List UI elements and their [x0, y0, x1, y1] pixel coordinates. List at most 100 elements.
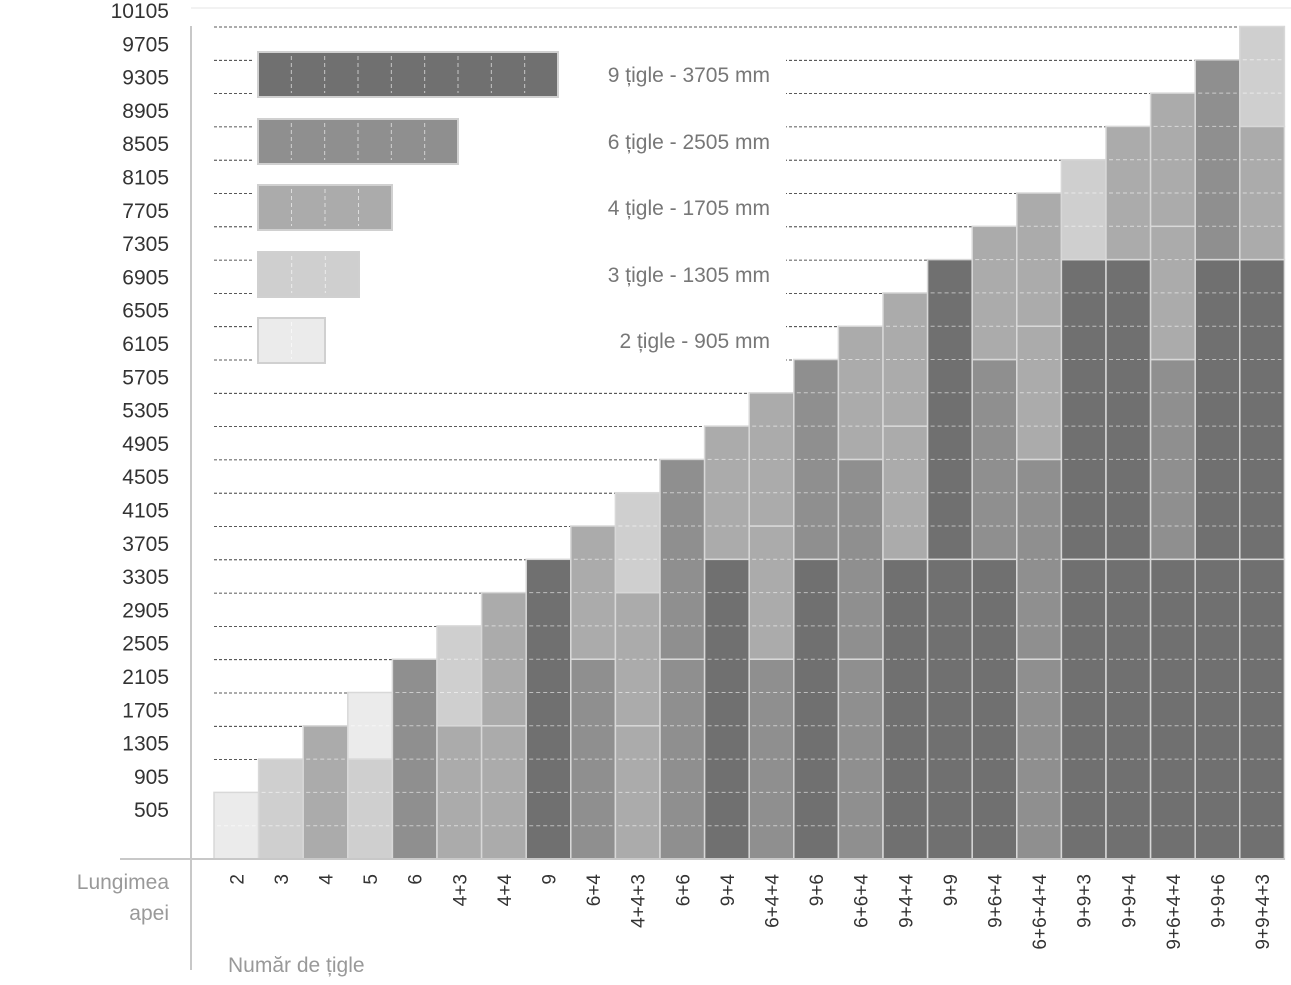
- legend-label: 4 țigle - 1705 mm: [608, 197, 770, 220]
- bar-segment: [926, 258, 973, 561]
- bar-stack: [614, 491, 661, 860]
- y-tick-label: 7705: [122, 200, 169, 223]
- bar-segment: [614, 725, 661, 860]
- x-tick-label: 3: [272, 874, 293, 885]
- y-axis-title-line1: Lungimea: [77, 871, 170, 894]
- x-tick-label: 6+6: [673, 874, 694, 906]
- bar-segment: [703, 425, 750, 561]
- x-tick-label: 6+6+4: [852, 874, 873, 928]
- x-tick-label: 6+4+4: [763, 874, 784, 928]
- bar-segment: [793, 558, 840, 860]
- bar-stack: [213, 791, 260, 860]
- bar-stack: [1149, 92, 1196, 860]
- bar-segment: [1194, 558, 1241, 860]
- bar-stack: [882, 292, 929, 860]
- x-tick-label: 9+4+4: [896, 874, 917, 928]
- legend-label: 2 țigle - 905 mm: [619, 330, 770, 353]
- x-tick-label: 9+6+4+4: [1164, 874, 1185, 950]
- legend-item: 6 țigle - 2505 mm: [252, 113, 786, 169]
- bar-stack: [436, 625, 483, 860]
- bar-stack: [1016, 192, 1063, 860]
- bar-segment: [1239, 25, 1286, 128]
- y-tick-label: 2905: [122, 599, 169, 622]
- bar-segment: [257, 758, 304, 860]
- x-tick-label: 9+9+4+3: [1253, 874, 1274, 950]
- legend-label: 6 țigle - 2505 mm: [608, 131, 770, 154]
- bar-stack: [659, 458, 706, 860]
- x-tick-label: 9+9+3: [1075, 874, 1096, 928]
- y-tick-labels: 505 905 1305 1705 2105 2505 2905 3305 3705 4105 45…: [111, 0, 169, 822]
- y-tick-label: 6105: [122, 333, 169, 356]
- legend-item: 4 țigle - 1705 mm: [252, 179, 786, 235]
- bar-stack: [793, 358, 840, 860]
- bar-segment: [837, 458, 884, 660]
- x-tick-label: 9+6: [807, 874, 828, 906]
- bar-segment: [793, 358, 840, 561]
- y-tick-label: 4105: [122, 500, 169, 523]
- bar-segment: [570, 525, 617, 660]
- y-tick-label: 9305: [122, 67, 169, 90]
- bar-segment: [1105, 258, 1152, 561]
- bar-segment: [926, 558, 973, 860]
- bar-segment: [1060, 258, 1107, 561]
- bar-stack: [837, 325, 884, 860]
- bar-segment: [1149, 225, 1196, 361]
- legend-label: 3 țigle - 1305 mm: [608, 264, 770, 287]
- x-tick-label: 4+3: [450, 874, 471, 906]
- bar-stack: [1239, 25, 1286, 860]
- x-tick-labels: 2 3 4 5 6 4+3 4+4 9 6+4 4+4+3 6+6 9+4 6+4+4 9+6 6+6+4 9…: [227, 874, 1274, 950]
- y-tick-label: 3305: [122, 566, 169, 589]
- bar-segment: [882, 558, 929, 860]
- x-axis-title: Număr de țigle: [228, 954, 365, 977]
- y-tick-label: 6905: [122, 266, 169, 289]
- bar-stack: [391, 658, 438, 860]
- bar-segment: [1060, 558, 1107, 860]
- bar-stack: [748, 392, 795, 860]
- bar-stack: [971, 225, 1018, 860]
- y-tick-label: 905: [134, 766, 169, 789]
- bar-segment: [837, 325, 884, 461]
- bar-segment: [971, 558, 1018, 860]
- bar-segment: [1239, 558, 1286, 860]
- legend-item: 2 țigle - 905 mm: [252, 312, 786, 368]
- bar-segment: [614, 491, 661, 594]
- bar-segment: [391, 658, 438, 860]
- bar-stack: [926, 258, 973, 860]
- legend: 9 țigle - 3705 mm 6 țigle - 2505 mm 4 țigl…: [252, 46, 786, 368]
- bar-segment: [1194, 258, 1241, 561]
- bar-segment: [748, 392, 795, 527]
- bar-segment: [1149, 558, 1196, 860]
- y-tick-label: 4505: [122, 466, 169, 489]
- x-tick-label: 4+4+3: [629, 874, 650, 928]
- y-tick-label: 1705: [122, 699, 169, 722]
- bar-segment: [882, 292, 929, 427]
- bar-segment: [837, 658, 884, 860]
- y-tick-label: 10105: [111, 0, 169, 23]
- x-tick-label: 4+4: [495, 874, 516, 907]
- bar-stack: [1194, 59, 1241, 860]
- y-tick-label: 8105: [122, 167, 169, 190]
- bar-segment: [436, 725, 483, 860]
- x-tick-label: 4: [317, 874, 338, 885]
- x-tick-label: 2: [227, 874, 248, 885]
- y-tick-label: 1305: [122, 733, 169, 756]
- y-tick-label: 9705: [122, 33, 169, 56]
- legend-item: 3 țigle - 1305 mm: [252, 246, 786, 302]
- x-tick-label: 5: [361, 874, 382, 885]
- legend-backdrop: [252, 312, 786, 368]
- x-tick-label: 9+6+4: [986, 874, 1007, 928]
- bar-stack: [480, 591, 527, 860]
- bar-segment: [1060, 158, 1107, 261]
- x-tick-label: 9+9+6: [1209, 874, 1230, 928]
- bar-stack: [703, 425, 750, 860]
- y-tick-label: 7305: [122, 233, 169, 256]
- bar-segment: [703, 558, 750, 860]
- bar-segment: [748, 525, 795, 660]
- x-tick-label: 6+6+4+4: [1030, 874, 1051, 950]
- bar-segment: [1239, 125, 1286, 261]
- bar-segment: [1194, 59, 1241, 261]
- bar-stacks: [213, 25, 1286, 860]
- bar-stack: [1105, 125, 1152, 860]
- bar-segment: [971, 225, 1018, 361]
